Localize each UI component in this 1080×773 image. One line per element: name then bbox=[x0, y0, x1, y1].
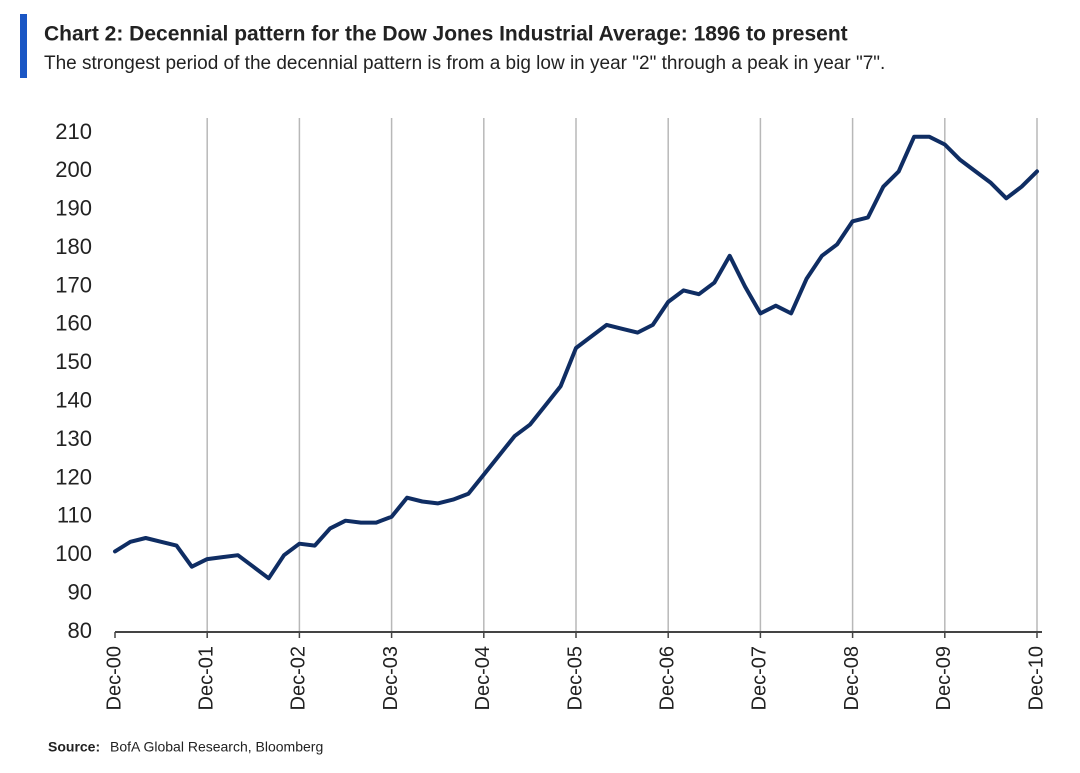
y-tick-label: 110 bbox=[57, 503, 92, 528]
y-tick-label: 160 bbox=[55, 311, 92, 336]
y-tick-label: 180 bbox=[55, 234, 92, 259]
x-tick-label: Dec-02 bbox=[288, 646, 310, 710]
x-tick-label: Dec-07 bbox=[749, 646, 771, 710]
x-tick-label: Dec-06 bbox=[656, 646, 678, 710]
x-tick-label: Dec-00 bbox=[103, 646, 125, 710]
y-tick-label: 150 bbox=[55, 349, 92, 374]
y-tick-label: 130 bbox=[55, 426, 92, 451]
source-label: Source: bbox=[48, 739, 100, 755]
data-line bbox=[113, 134, 1039, 581]
x-tick-label: Dec-03 bbox=[380, 646, 402, 710]
y-tick-label: 190 bbox=[55, 196, 92, 221]
y-tick-label: 200 bbox=[55, 157, 92, 182]
y-tick-label: 90 bbox=[68, 579, 92, 604]
y-tick-label: 170 bbox=[55, 272, 92, 297]
source: BofA Global Research, Bloomberg bbox=[110, 739, 323, 755]
x-tick-label: Dec-08 bbox=[841, 646, 863, 710]
y-tick-label: 120 bbox=[55, 464, 92, 489]
chart-subtitle: The strongest period of the decennial pa… bbox=[44, 53, 885, 74]
x-tick-label: Dec-09 bbox=[933, 646, 955, 710]
y-tick-label: 210 bbox=[55, 119, 92, 144]
x-tick-label: Dec-01 bbox=[195, 646, 217, 710]
x-tick-label: Dec-05 bbox=[564, 646, 586, 710]
y-tick-label: 80 bbox=[68, 618, 92, 643]
y-tick-label: 100 bbox=[55, 541, 92, 566]
y-tick-label: 140 bbox=[55, 388, 92, 413]
x-tick-label: Dec-04 bbox=[472, 646, 494, 710]
title-accent bbox=[20, 14, 27, 78]
chart-title: Chart 2: Decennial pattern for the Dow J… bbox=[44, 23, 848, 46]
x-tick-label: Dec-10 bbox=[1025, 646, 1047, 710]
